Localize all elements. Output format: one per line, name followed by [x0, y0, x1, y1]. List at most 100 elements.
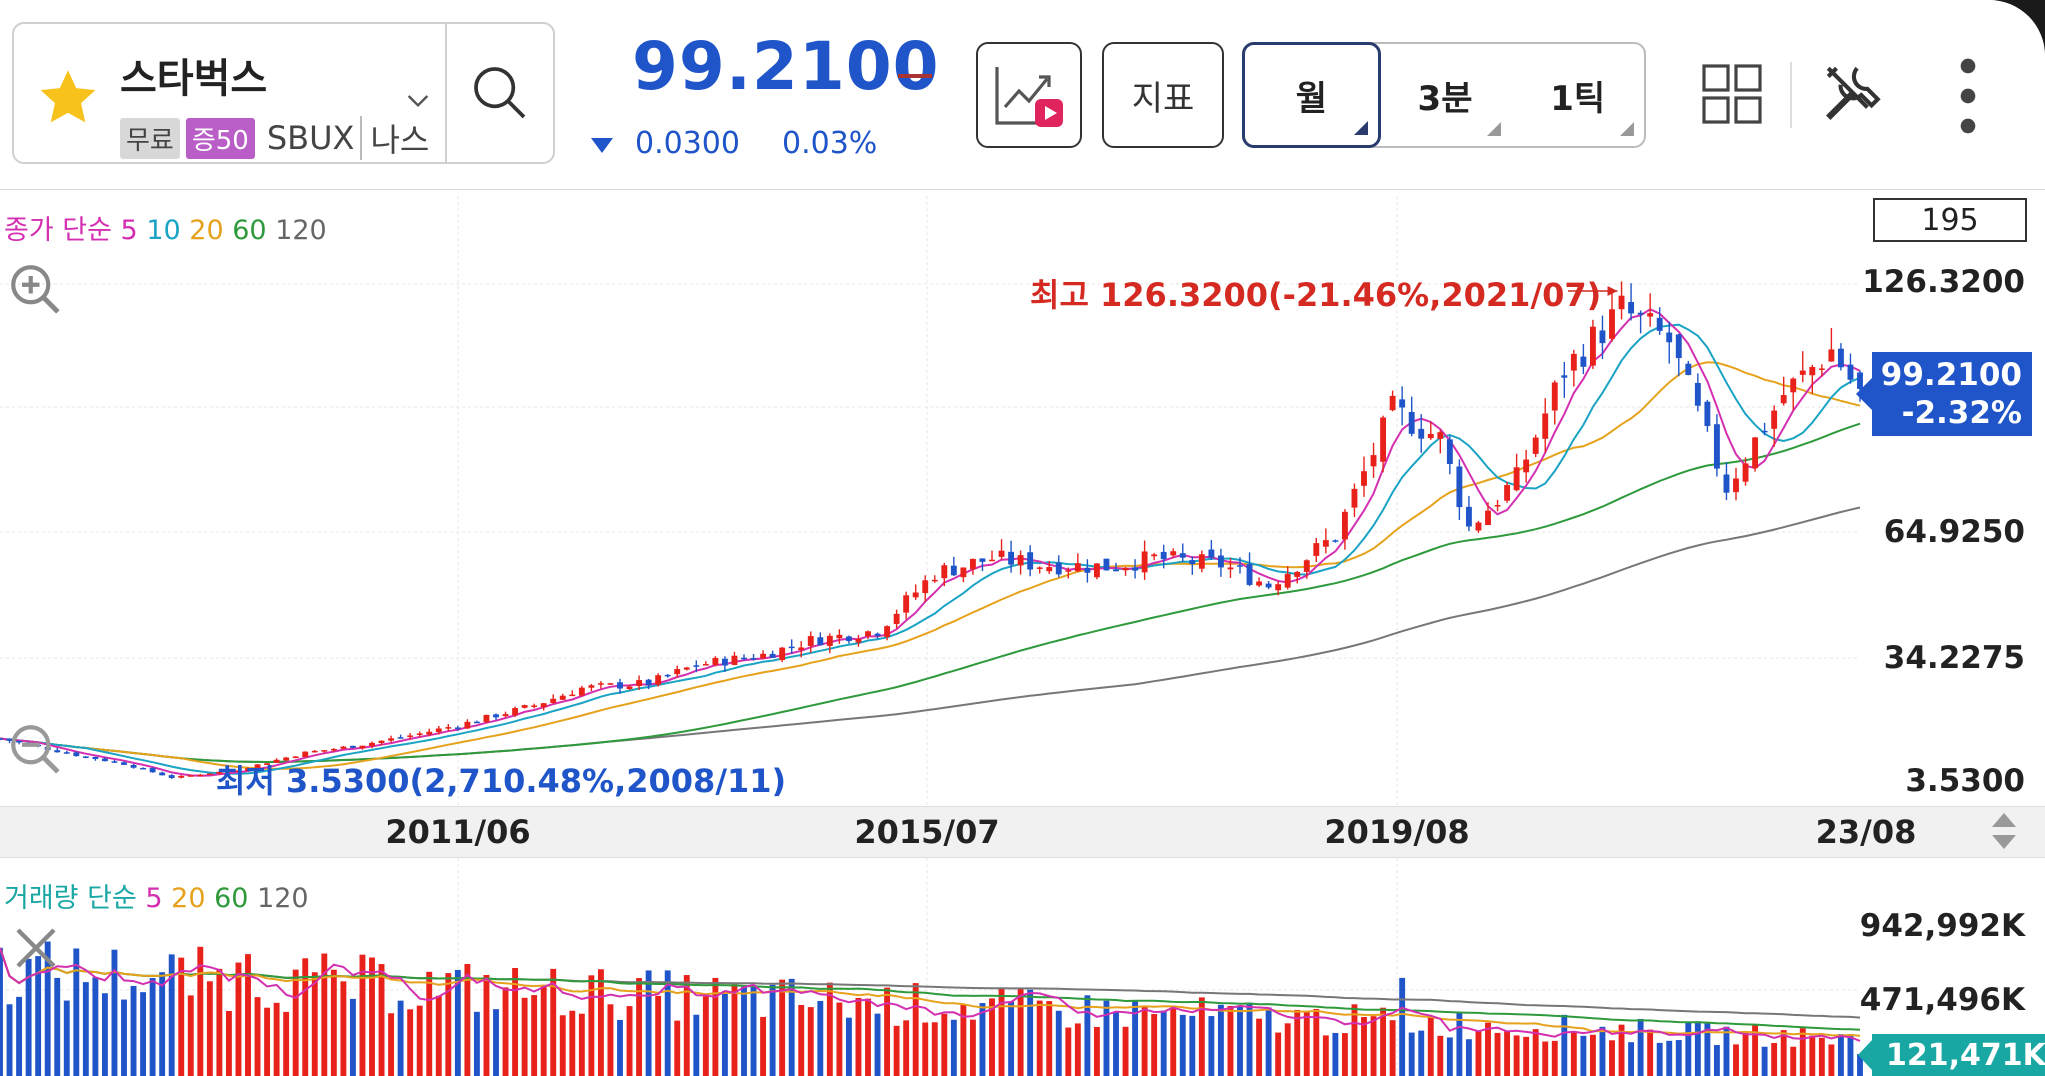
candle-body: [283, 757, 290, 761]
candle-body: [664, 674, 671, 677]
volume-bar: [645, 970, 652, 1076]
candle-body: [1189, 560, 1196, 565]
candle-body: [1733, 478, 1739, 493]
candle-body: [1399, 399, 1406, 408]
volume-bar: [731, 984, 738, 1076]
candle-body: [1027, 552, 1034, 570]
candle-body: [6, 738, 13, 741]
vol-ma20-line: [0, 947, 1861, 1037]
volume-bar: [44, 941, 51, 1076]
volume-bar: [168, 954, 175, 1076]
volume-bar: [1752, 1024, 1759, 1076]
candle-body: [1370, 455, 1377, 467]
volume-bar: [1227, 1005, 1234, 1076]
volume-bar: [950, 1019, 957, 1076]
candle-body: [1799, 370, 1806, 375]
volume-bar: [1399, 977, 1406, 1076]
volume-bar: [865, 998, 871, 1076]
volume-bar: [378, 964, 385, 1076]
candle-body: [1485, 510, 1491, 526]
period-monthly-button[interactable]: 월: [1242, 42, 1381, 148]
candle-body: [1666, 332, 1673, 343]
candle-body: [1313, 543, 1320, 556]
volume-bar: [63, 1000, 70, 1076]
search-button[interactable]: [445, 24, 553, 162]
chevron-down-icon[interactable]: [402, 84, 434, 116]
x-axis[interactable]: 2011/06 2015/07 2019/08 23/08: [0, 806, 2045, 858]
period-1tick-button[interactable]: 1틱: [1511, 44, 1644, 146]
volume-bar: [35, 956, 42, 1076]
candle-body: [159, 772, 166, 776]
legend-ma60: 60: [214, 883, 249, 914]
legend-ma60: 60: [232, 215, 267, 246]
volume-bar: [893, 1025, 900, 1076]
candle-body: [445, 727, 452, 729]
candle-body: [540, 703, 547, 708]
volume-bar: [1332, 1032, 1339, 1076]
zoom-out-icon[interactable]: [8, 722, 64, 778]
close-icon[interactable]: [12, 924, 60, 972]
candle-body: [969, 558, 976, 570]
volume-bar: [1370, 1016, 1377, 1076]
legend-prefix: 거래량 단순: [4, 883, 137, 914]
candle-body: [607, 683, 614, 685]
candle-body: [73, 752, 80, 757]
price-change: 0.0300: [635, 126, 740, 161]
candle-body: [1151, 554, 1158, 557]
volume-bar: [1103, 1000, 1110, 1076]
candle-body: [92, 756, 99, 760]
favorite-star-icon[interactable]: [34, 64, 102, 132]
period-label: 월: [1295, 78, 1327, 119]
volume-bar: [702, 996, 709, 1076]
volume-bar: [531, 995, 538, 1076]
more-options-icon[interactable]: [1950, 56, 1986, 136]
volume-bar: [1675, 1040, 1682, 1076]
candle-body: [950, 565, 957, 576]
candle-body: [321, 750, 328, 752]
chart-video-button[interactable]: [976, 42, 1082, 148]
volume-bar: [416, 1005, 423, 1076]
volume-bar: [1160, 1010, 1167, 1076]
candle-body: [435, 728, 442, 733]
candle-body: [16, 741, 23, 743]
volume-bar: [1685, 1022, 1692, 1076]
zoom-in-icon[interactable]: [8, 262, 64, 318]
stock-selector[interactable]: 스타벅스 무료 증50 SBUX 나스: [12, 22, 555, 164]
candle-body: [1504, 485, 1511, 501]
tools-icon[interactable]: [1820, 60, 1886, 126]
period-3min-button[interactable]: 3분: [1379, 44, 1512, 146]
volume-bar: [1628, 1042, 1635, 1076]
volume-bar: [1609, 1040, 1615, 1076]
y-axis-max-box[interactable]: 195: [1873, 198, 2027, 242]
candle-body: [1427, 433, 1434, 439]
volume-bar: [588, 975, 595, 1076]
candle-body: [1103, 558, 1110, 571]
candle-body: [721, 658, 728, 666]
candle-body: [1132, 567, 1139, 571]
indicator-button[interactable]: 지표: [1102, 42, 1224, 148]
layout-grid-icon[interactable]: [1700, 62, 1764, 126]
volume-bar: [817, 1000, 824, 1076]
candle-body: [273, 759, 280, 763]
volume-bar: [1256, 1018, 1263, 1076]
volume-bar: [769, 984, 776, 1076]
volume-chart[interactable]: [0, 858, 2045, 1076]
scroll-updown-icon[interactable]: [1984, 807, 2024, 855]
volume-bar: [1771, 1042, 1778, 1076]
volume-bar: [1418, 1030, 1425, 1076]
volume-bar: [140, 992, 147, 1076]
candle-body: [693, 665, 700, 667]
candle-body: [1008, 551, 1015, 565]
corner-triangle-icon: [1487, 122, 1502, 136]
candle-body: [884, 626, 891, 637]
price-chart[interactable]: [0, 190, 2045, 806]
volume-bar: [1437, 1035, 1444, 1076]
volume-bar: [1074, 1023, 1081, 1076]
candle-body: [1179, 553, 1186, 558]
candle-body: [1246, 564, 1253, 585]
candle-body: [473, 721, 480, 724]
candle-body: [502, 714, 509, 717]
volume-bar: [149, 978, 156, 1076]
candle-body: [292, 756, 299, 758]
candle-body: [1628, 302, 1635, 314]
